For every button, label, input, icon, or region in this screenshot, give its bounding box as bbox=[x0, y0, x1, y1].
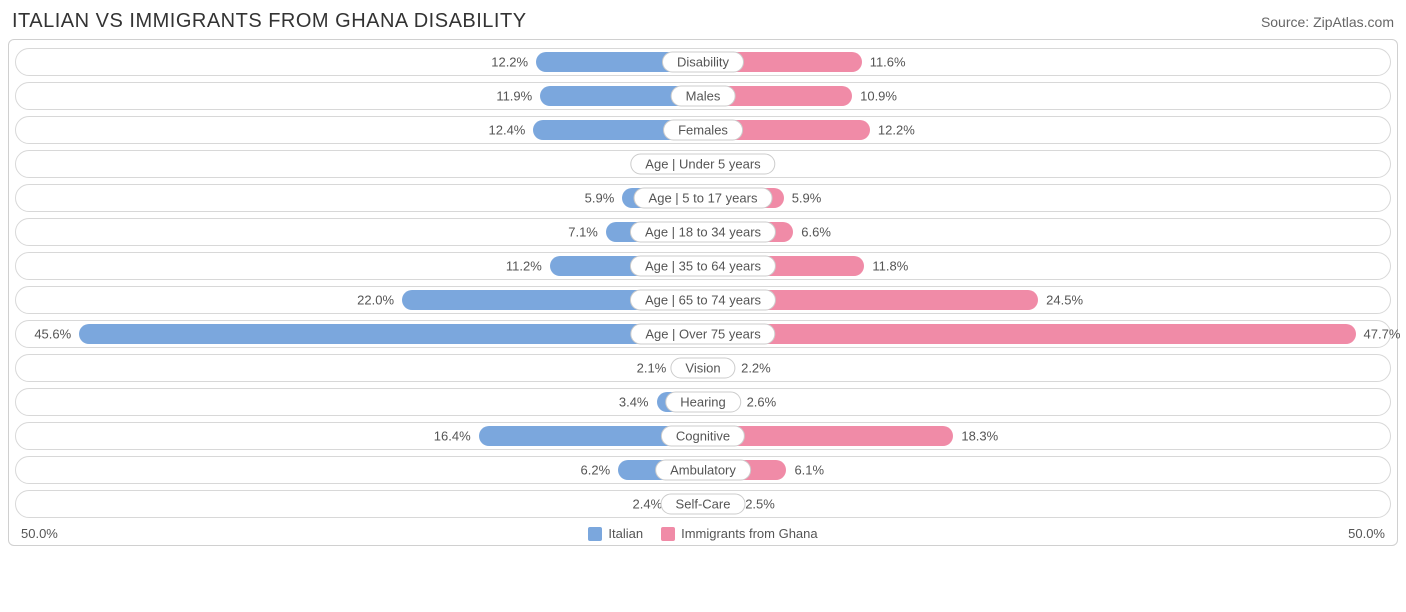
bar-left bbox=[79, 324, 703, 344]
legend: Italian Immigrants from Ghana bbox=[588, 526, 817, 541]
source-label: Source: ZipAtlas.com bbox=[1261, 14, 1394, 30]
value-label-right: 12.2% bbox=[878, 123, 915, 138]
value-label-left: 7.1% bbox=[568, 225, 598, 240]
value-label-right: 11.8% bbox=[872, 259, 908, 274]
chart-row: 12.4% 12.2% Females bbox=[15, 116, 1391, 144]
category-pill: Females bbox=[663, 120, 743, 141]
category-pill: Hearing bbox=[665, 392, 741, 413]
legend-swatch-left bbox=[588, 527, 602, 541]
value-label-left: 12.2% bbox=[491, 55, 528, 70]
value-label-right: 6.6% bbox=[801, 225, 831, 240]
chart-row: 2.1% 2.2% Vision bbox=[15, 354, 1391, 382]
category-pill: Vision bbox=[670, 358, 735, 379]
value-label-left: 11.9% bbox=[496, 89, 532, 104]
legend-label-left: Italian bbox=[608, 526, 643, 541]
chart-row: 16.4% 18.3% Cognitive bbox=[15, 422, 1391, 450]
chart-row: 1.6%1.2%Age | Under 5 years bbox=[15, 150, 1391, 178]
chart-row: 11.2% 11.8% Age | 35 to 64 years bbox=[15, 252, 1391, 280]
chart-row: 22.0% 24.5% Age | 65 to 74 years bbox=[15, 286, 1391, 314]
chart-row: 3.4% 2.6% Hearing bbox=[15, 388, 1391, 416]
value-label-right: 2.6% bbox=[747, 395, 777, 410]
legend-swatch-right bbox=[661, 527, 675, 541]
chart-row: 12.2% 11.6% Disability bbox=[15, 48, 1391, 76]
value-label-right: 6.1% bbox=[794, 463, 824, 478]
value-label-right: 2.5% bbox=[745, 497, 775, 512]
value-label-right: 18.3% bbox=[961, 429, 998, 444]
chart-title: ITALIAN VS IMMIGRANTS FROM GHANA DISABIL… bbox=[12, 10, 527, 33]
value-label-right: 10.9% bbox=[860, 89, 897, 104]
axis-left-max: 50.0% bbox=[21, 526, 58, 541]
value-label-left: 5.9% bbox=[585, 191, 615, 206]
category-pill: Age | 18 to 34 years bbox=[630, 222, 776, 243]
value-label-left: 6.2% bbox=[581, 463, 611, 478]
chart-row: 2.4% 2.5%Self-Care bbox=[15, 490, 1391, 518]
value-label-left: 11.2% bbox=[506, 259, 542, 274]
value-label-left: 22.0% bbox=[357, 293, 394, 308]
value-label-right: 47.7% bbox=[1364, 327, 1401, 342]
value-label-right: 24.5% bbox=[1046, 293, 1083, 308]
value-label-right: 2.2% bbox=[741, 361, 771, 376]
value-label-left: 3.4% bbox=[619, 395, 649, 410]
category-pill: Disability bbox=[662, 52, 744, 73]
value-label-left: 16.4% bbox=[434, 429, 471, 444]
category-pill: Age | Under 5 years bbox=[630, 154, 775, 175]
value-label-left: 12.4% bbox=[489, 123, 526, 138]
chart-row: 5.9% 5.9% Age | 5 to 17 years bbox=[15, 184, 1391, 212]
legend-item-left: Italian bbox=[588, 526, 643, 541]
legend-label-right: Immigrants from Ghana bbox=[681, 526, 818, 541]
value-label-right: 5.9% bbox=[792, 191, 822, 206]
category-pill: Self-Care bbox=[661, 494, 746, 515]
value-label-left: 2.1% bbox=[637, 361, 667, 376]
chart-row: 6.2% 6.1% Ambulatory bbox=[15, 456, 1391, 484]
chart-rows: 12.2% 11.6% Disability 11.9% 10.9% Males 12.4%… bbox=[15, 48, 1391, 518]
category-pill: Ambulatory bbox=[655, 460, 751, 481]
value-label-left: 45.6% bbox=[34, 327, 71, 342]
category-pill: Age | Over 75 years bbox=[630, 324, 775, 345]
chart-row: 11.9% 10.9% Males bbox=[15, 82, 1391, 110]
category-pill: Males bbox=[671, 86, 736, 107]
axis-right-max: 50.0% bbox=[1348, 526, 1385, 541]
value-label-right: 11.6% bbox=[870, 55, 906, 70]
category-pill: Age | 5 to 17 years bbox=[634, 188, 773, 209]
bar-right bbox=[703, 324, 1356, 344]
category-pill: Age | 65 to 74 years bbox=[630, 290, 776, 311]
value-label-left: 2.4% bbox=[633, 497, 663, 512]
legend-item-right: Immigrants from Ghana bbox=[661, 526, 818, 541]
category-pill: Age | 35 to 64 years bbox=[630, 256, 776, 277]
chart-frame: 12.2% 11.6% Disability 11.9% 10.9% Males 12.4%… bbox=[8, 39, 1398, 546]
category-pill: Cognitive bbox=[661, 426, 745, 447]
chart-row: 45.6%47.7%Age | Over 75 years bbox=[15, 320, 1391, 348]
chart-row: 7.1% 6.6% Age | 18 to 34 years bbox=[15, 218, 1391, 246]
